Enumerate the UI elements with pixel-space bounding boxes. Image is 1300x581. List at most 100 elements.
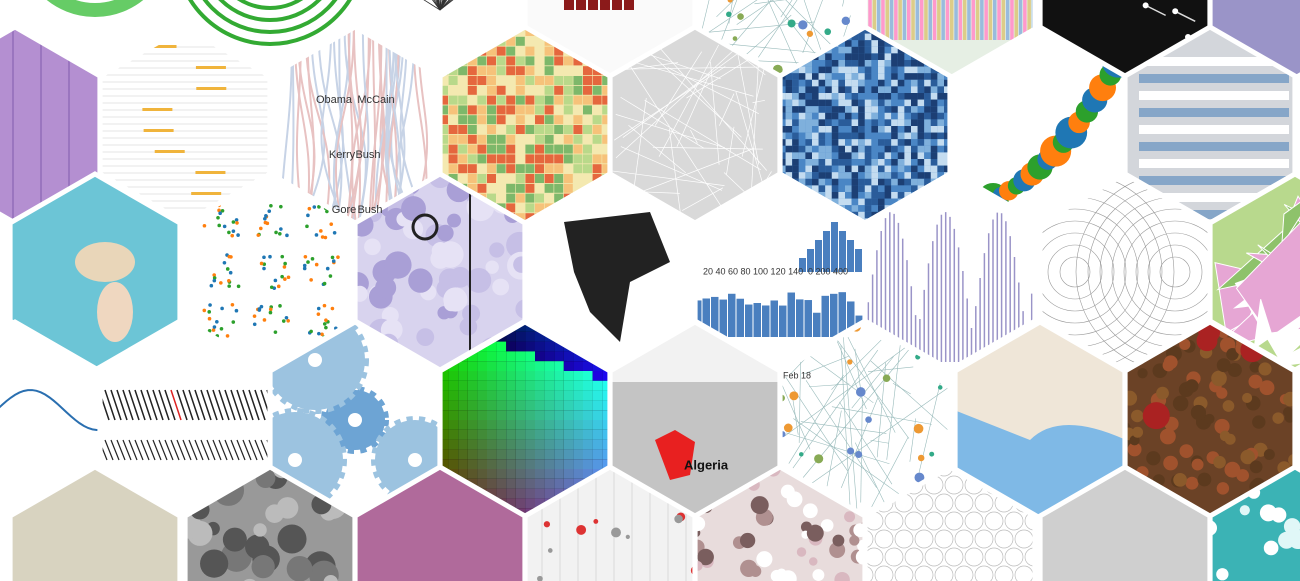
tile-shape: [449, 266, 471, 288]
tile-shape: [930, 93, 938, 100]
tile-shape: [904, 73, 911, 80]
tile-shape: [1204, 413, 1215, 424]
tile-shape: [858, 211, 865, 219]
tile-shape: [110, 439, 120, 461]
tile-shape: [871, 93, 878, 100]
tile-shape: [911, 60, 918, 67]
tile-shape: [812, 159, 819, 166]
tile-shape: [891, 139, 898, 146]
tile-shape: [825, 152, 832, 159]
tile-shape: [602, 105, 610, 115]
tile-shape: [506, 95, 516, 105]
tile-shape: [448, 459, 459, 469]
tile-shape: [544, 183, 554, 193]
tile-shape: [1240, 449, 1255, 465]
tile-shape: [467, 361, 478, 371]
tile-shape: [891, 60, 898, 67]
tile-shape: [770, 569, 783, 581]
tile-shape: [583, 134, 592, 144]
tile-shape: [736, 0, 826, 25]
tile-shape: [847, 359, 853, 365]
tile-shape: [904, 172, 911, 179]
tile-shape: [831, 332, 910, 439]
tile-shape: [196, 87, 227, 90]
labels: Obama McCain Kerry Bush Gore Bush Algeri…: [316, 94, 848, 473]
tile-shape: [506, 361, 516, 371]
tile-shape: [812, 178, 819, 186]
tile-shape: [644, 99, 761, 171]
tile-shape: [792, 159, 799, 166]
tile-shape: [624, 0, 634, 10]
axis-label: 0 200 400: [808, 266, 848, 276]
tile-shape: [525, 478, 535, 489]
tile-shape: [222, 260, 227, 265]
tile-shape: [458, 400, 468, 411]
tile-shape: [864, 185, 872, 192]
tile-shape: [18, 0, 172, 17]
tile-shape: [547, 548, 553, 553]
tile-shape: [845, 139, 852, 146]
tile-shape: [544, 478, 555, 489]
tile-shape: [818, 172, 826, 179]
tile-shape: [871, 165, 878, 173]
tile-shape: [563, 390, 574, 401]
tile-shape: [792, 395, 799, 435]
tile-shape: [525, 125, 535, 134]
tile-shape: [128, 389, 140, 421]
tile-shape: [448, 95, 458, 105]
tile-shape: [477, 125, 487, 134]
tile-shape: [871, 132, 878, 140]
tile-shape: [310, 257, 315, 261]
tile-shape: [496, 56, 506, 66]
tile-shape: [525, 164, 535, 174]
tile-shape: [563, 183, 573, 193]
tile-shape: [268, 310, 273, 315]
tile-shape: [515, 76, 525, 85]
tile-shape: [909, 418, 917, 462]
tile-shape: [544, 193, 554, 203]
tile-shape: [787, 19, 796, 28]
tile-shape: [612, 0, 622, 10]
tile-shape: [1018, 0, 1023, 40]
tile-shape: [874, 565, 894, 581]
tile-shape: [930, 145, 938, 153]
tile-shape: [602, 429, 610, 440]
tile-shape: [891, 53, 898, 60]
tile-shape: [1227, 363, 1242, 378]
tile-shape: [448, 420, 459, 430]
tile-shape: [602, 410, 610, 420]
tile-shape: [525, 498, 535, 509]
tile-shape: [234, 308, 239, 313]
tile-shape: [825, 86, 832, 93]
tile-shape: [1040, 174, 1175, 370]
tile-shape: [602, 164, 610, 174]
tile-shape: [894, 565, 914, 581]
tile-shape: [583, 380, 593, 391]
tile-shape: [544, 174, 554, 183]
tile-shape: [1127, 442, 1142, 457]
tile-shape: [1131, 409, 1144, 423]
tile-shape: [563, 125, 573, 134]
tile-shape: [845, 99, 852, 107]
tile-shape: [864, 192, 872, 199]
tile-shape: [818, 126, 826, 133]
tile-shape: [884, 172, 892, 179]
tile-shape: [176, 389, 188, 421]
tile-shape: [477, 410, 487, 420]
tile-shape: [798, 66, 806, 74]
tile-shape: [506, 478, 516, 489]
tile-shape: [525, 371, 535, 381]
tile-shape: [686, 52, 760, 99]
tile-shape: [506, 144, 516, 154]
tile-shape: [592, 380, 603, 391]
tile-shape: [467, 85, 477, 95]
tile-shape: [152, 439, 162, 461]
tile-shape: [864, 198, 872, 206]
tile-shape: [330, 255, 335, 260]
gallery-tile[interactable]: [1197, 174, 1300, 370]
tile-shape: [878, 178, 885, 186]
tile-shape: [818, 93, 826, 100]
tile-shape: [1249, 460, 1263, 474]
tile-shape: [864, 106, 872, 113]
